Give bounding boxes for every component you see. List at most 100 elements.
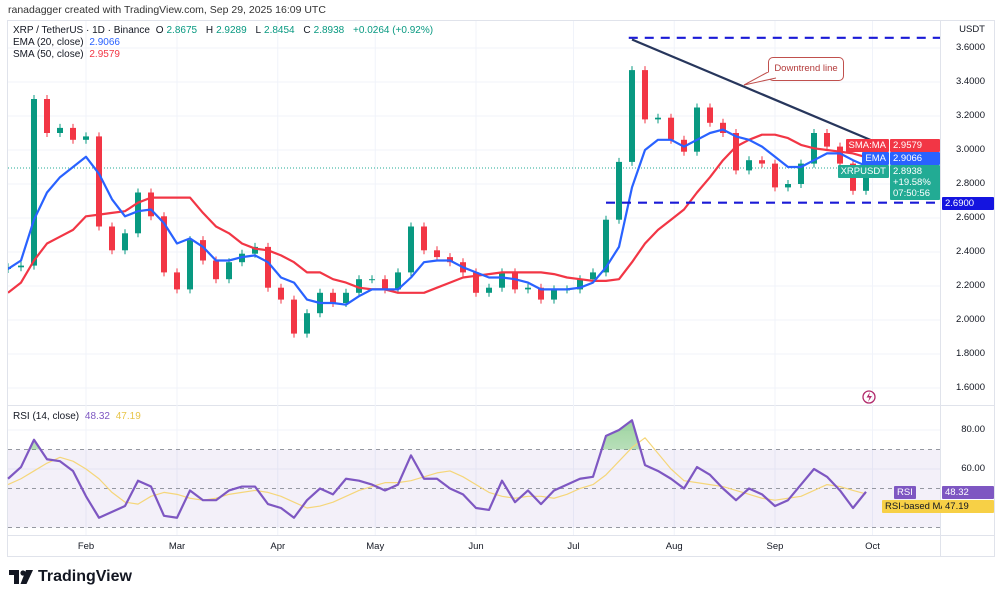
candle[interactable] xyxy=(70,123,76,144)
candle[interactable] xyxy=(486,283,492,297)
candle-body xyxy=(44,99,50,133)
candle-body xyxy=(551,289,557,300)
ema-20-line[interactable] xyxy=(8,128,867,306)
ohlc-close: C 2.8938 xyxy=(303,25,345,36)
candle[interactable] xyxy=(772,159,778,192)
candle-body xyxy=(252,246,258,254)
candle[interactable] xyxy=(83,132,89,144)
sma-name-tag: SMA:MA xyxy=(845,139,889,152)
candle[interactable] xyxy=(148,188,154,221)
price-tick-label: 3.2000 xyxy=(955,110,985,121)
candle-body xyxy=(772,163,778,188)
candle[interactable] xyxy=(694,103,700,156)
rsi-ma-line[interactable] xyxy=(7,437,867,509)
candle-body xyxy=(356,279,362,293)
candle[interactable] xyxy=(798,159,804,188)
candle[interactable] xyxy=(291,295,297,338)
annotation-pointer xyxy=(743,72,777,86)
rsi-legend-value: 48.32 xyxy=(84,411,110,422)
price-tick-label: 3.0000 xyxy=(955,144,985,155)
candle[interactable] xyxy=(785,180,791,192)
candle[interactable] xyxy=(551,285,557,304)
downtrend-line[interactable] xyxy=(631,38,883,146)
price-change: +0.0264 (+0.92%) xyxy=(353,25,434,36)
ema-legend[interactable]: EMA (20, close) 2.9066 xyxy=(13,37,123,48)
rsi-legend-label: RSI (14, close) xyxy=(13,411,80,422)
candle[interactable] xyxy=(655,113,661,124)
candle[interactable] xyxy=(31,95,37,270)
candle-body xyxy=(499,272,505,288)
candle-body xyxy=(759,160,765,164)
alert-icon[interactable] xyxy=(862,390,876,404)
candle-body xyxy=(265,246,271,288)
candle[interactable] xyxy=(629,66,635,166)
candle[interactable] xyxy=(837,142,843,168)
tradingview-logo[interactable]: TradingView xyxy=(9,568,132,586)
downtrend-annotation[interactable]: Downtrend line xyxy=(768,57,844,81)
candle-body xyxy=(421,226,427,251)
candle-body xyxy=(213,260,219,280)
candle[interactable] xyxy=(356,275,362,297)
last-change-pct: +19.58% xyxy=(893,177,931,188)
candle-body xyxy=(18,265,24,268)
candle-body xyxy=(291,299,297,334)
candle[interactable] xyxy=(369,275,375,284)
rsi-pane[interactable] xyxy=(7,419,867,519)
price-tick-label: 1.8000 xyxy=(955,348,985,359)
rsi-ma-value-tag: 47.19 xyxy=(942,500,994,513)
sma-50-line[interactable] xyxy=(8,133,867,294)
candle-body xyxy=(343,292,349,303)
candle[interactable] xyxy=(642,66,648,124)
candle-body xyxy=(668,117,674,140)
candle[interactable] xyxy=(174,268,180,294)
candle[interactable] xyxy=(187,236,193,294)
time-tick-label: Aug xyxy=(665,541,683,552)
candle[interactable] xyxy=(200,236,206,265)
candle[interactable] xyxy=(746,156,752,175)
rsi-legend[interactable]: RSI (14, close) 48.32 47.19 xyxy=(13,411,144,422)
candle[interactable] xyxy=(226,258,232,284)
sma-legend[interactable]: SMA (50, close) 2.9579 xyxy=(13,49,123,60)
candle[interactable] xyxy=(421,222,427,255)
candle[interactable] xyxy=(538,283,544,304)
candle[interactable] xyxy=(824,129,830,151)
candle[interactable] xyxy=(135,188,141,238)
candle[interactable] xyxy=(434,246,440,262)
time-tick-label: Jun xyxy=(468,541,484,552)
candle[interactable] xyxy=(408,222,414,277)
candle[interactable] xyxy=(707,103,713,127)
candle[interactable] xyxy=(304,309,310,338)
ema-legend-label: EMA (20, close) xyxy=(13,37,84,48)
candle[interactable] xyxy=(109,222,115,255)
candle-body xyxy=(616,161,622,220)
candle[interactable] xyxy=(57,123,63,137)
time-tick-label: May xyxy=(366,541,385,552)
price-pane[interactable] xyxy=(5,36,940,338)
price-tick-label: 2.6000 xyxy=(955,212,985,223)
candle[interactable] xyxy=(525,283,531,294)
rsi-value-tag: 48.32 xyxy=(942,486,994,499)
symbol-title: XRP / TetherUS · 1D · Binance xyxy=(13,25,150,36)
candle[interactable] xyxy=(720,118,726,137)
candle[interactable] xyxy=(616,157,622,224)
candle[interactable] xyxy=(44,95,50,137)
currency-label: USDT xyxy=(959,24,985,35)
candle-body xyxy=(473,272,479,293)
candle[interactable] xyxy=(122,229,128,255)
candle-body xyxy=(135,192,141,234)
candle[interactable] xyxy=(278,283,284,304)
candle-body xyxy=(57,127,63,133)
candle-body xyxy=(226,262,232,280)
candle-body xyxy=(694,107,700,152)
candle[interactable] xyxy=(759,156,765,168)
sma-price-tag: 2.9579 xyxy=(890,139,940,152)
candle-body xyxy=(330,292,336,303)
rsi-line[interactable] xyxy=(7,419,867,519)
candle-body xyxy=(512,272,518,290)
bar-countdown: 07:50:56 xyxy=(893,188,930,199)
candle[interactable] xyxy=(18,261,24,272)
candle-body xyxy=(655,117,661,120)
candle-body xyxy=(382,279,388,290)
